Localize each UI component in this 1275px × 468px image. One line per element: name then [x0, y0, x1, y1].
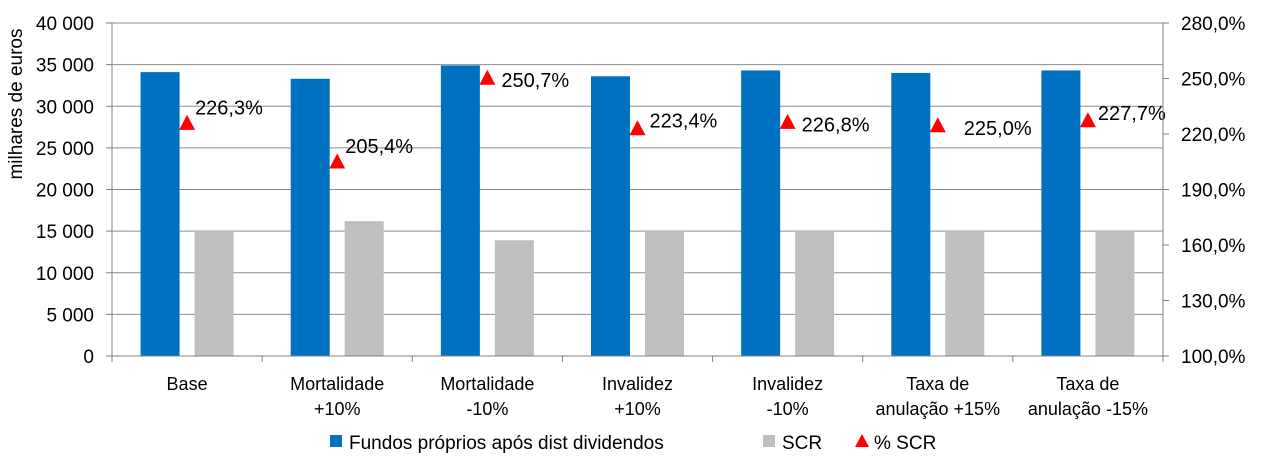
scr-ratio-data-label: 226,8% — [802, 114, 870, 136]
legend-label: % SCR — [874, 433, 936, 454]
right-axis-tick-labels: 100,0% 130,0% 160,0% 190,0% 220,0% 250,0% 280,… — [1181, 14, 1246, 368]
left-axis-tick-label: 40 000 — [36, 14, 94, 35]
scr-bar — [645, 230, 684, 356]
scr-ratio-marker — [929, 117, 946, 133]
legend-swatch — [855, 434, 869, 447]
scr-ratio-data-label: 227,7% — [1098, 103, 1166, 125]
scr-ratio-marker — [779, 113, 796, 129]
left-axis-tick-label: 15 000 — [36, 222, 94, 243]
category-label: Taxa de — [906, 374, 969, 394]
category-label: Mortalidade — [440, 374, 534, 394]
left-axis-tick-label: 5 000 — [46, 305, 94, 326]
category-label: +10% — [614, 399, 661, 419]
scr-ratio-data-label: 225,0% — [964, 118, 1032, 140]
scr-ratio-markers: 226,3% 205,4% 250,7% 223,4% 226,8% 225,0% 227,… — [179, 69, 1166, 169]
right-axis-tick-label: 190,0% — [1181, 181, 1246, 202]
scr-bar — [945, 230, 985, 356]
fundos-proprios-bar — [741, 70, 781, 356]
left-axis-tick-label: 20 000 — [36, 181, 94, 202]
right-axis-tick-label: 100,0% — [1181, 347, 1246, 368]
category-label: Mortalidade — [290, 374, 384, 394]
legend-swatch — [763, 435, 775, 447]
right-axis-tick-label: 160,0% — [1181, 236, 1246, 257]
scr-bar — [1095, 230, 1135, 356]
category-label: Invalidez — [602, 374, 673, 394]
scr-ratio-data-label: 223,4% — [650, 111, 718, 133]
fundos-proprios-bar — [891, 72, 931, 356]
right-axis-tick-label: 250,0% — [1181, 70, 1246, 91]
right-axis-tick-label: 220,0% — [1181, 125, 1246, 146]
scr-bar — [795, 230, 835, 356]
scr-ratio-data-label: 226,3% — [195, 97, 263, 119]
left-axis-tick-label: 25 000 — [36, 139, 94, 160]
category-label: +10% — [314, 399, 361, 419]
scr-ratio-marker — [179, 114, 196, 130]
left-axis-tick-label: 10 000 — [36, 264, 94, 285]
scr-ratio-marker — [329, 153, 346, 169]
left-axis-tick-labels: 0 5 000 10 000 15 000 20 000 25 000 30 000 35 0… — [36, 14, 94, 368]
category-label: -10% — [767, 399, 809, 419]
category-label: Base — [167, 374, 208, 394]
legend-label: Fundos próprios após dist dividendos — [349, 433, 664, 454]
category-labels: Base Mortalidade +10% Mortalidade -10% Invali… — [167, 374, 1148, 419]
left-axis-title: milhares de euros — [6, 28, 27, 179]
bars — [140, 65, 1135, 357]
fundos-proprios-bar — [140, 72, 180, 357]
left-axis-tick-label: 35 000 — [36, 56, 94, 77]
scr-ratio-data-label: 250,7% — [501, 70, 569, 92]
fundos-proprios-bar — [290, 78, 330, 356]
legend-label: SCR — [782, 433, 822, 454]
right-axis-tick-label: 280,0% — [1181, 14, 1246, 35]
right-axis-tick-label: 130,0% — [1181, 292, 1246, 313]
scr-bar — [344, 221, 384, 356]
fundos-proprios-bar — [1041, 70, 1081, 356]
axes — [106, 22, 1169, 362]
scr-bar — [194, 230, 234, 356]
category-label: Taxa de — [1056, 374, 1119, 394]
category-label: Invalidez — [752, 374, 823, 394]
category-label: anulação -15% — [1028, 399, 1148, 419]
fundos-proprios-bar — [591, 76, 630, 356]
left-axis-tick-label: 30 000 — [36, 97, 94, 118]
fundos-proprios-bar — [440, 65, 480, 357]
category-label: -10% — [466, 399, 508, 419]
scr-bar — [494, 240, 534, 356]
left-axis-tick-label: 0 — [83, 347, 94, 368]
legend: Fundos próprios após dist dividendos SCR%… — [330, 433, 936, 454]
scr-ratio-marker — [479, 69, 496, 85]
scr-ratio-data-label: 205,4% — [345, 136, 413, 158]
legend-swatch — [330, 435, 342, 447]
scr-ratio-marker — [629, 120, 646, 136]
scr-ratio-marker — [1079, 112, 1096, 128]
category-label: anulação +15% — [875, 399, 1000, 419]
gridlines — [112, 22, 1163, 315]
